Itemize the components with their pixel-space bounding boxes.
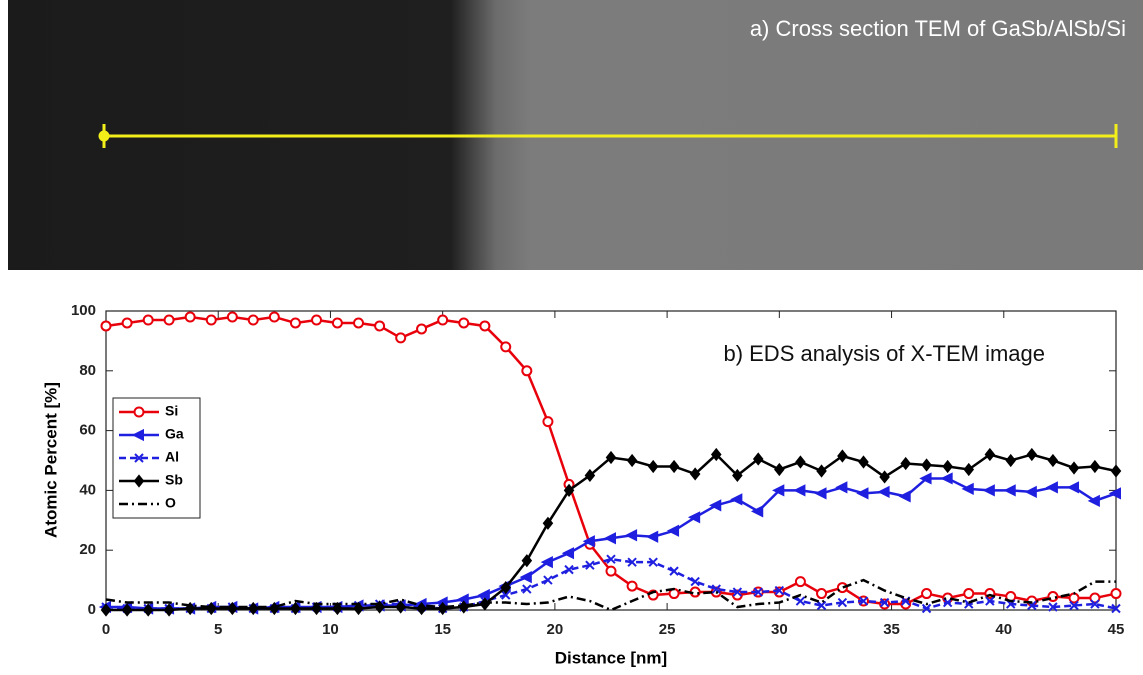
marker <box>880 600 889 609</box>
marker <box>775 588 784 597</box>
marker <box>144 315 153 324</box>
marker <box>186 312 195 321</box>
x-axis-label: Distance [nm] <box>555 648 667 667</box>
y-tick-label: 40 <box>79 481 96 498</box>
x-tick-label: 0 <box>102 621 110 638</box>
page: {"image": {"caption": "a) Cross section … <box>0 0 1143 675</box>
x-tick-label: 20 <box>547 621 564 638</box>
legend-label: Sb <box>165 472 183 488</box>
marker <box>1112 589 1121 598</box>
legend-label: Al <box>165 449 179 465</box>
legend-label: Ga <box>165 426 184 442</box>
marker <box>165 315 174 324</box>
marker <box>396 333 405 342</box>
y-tick-label: 20 <box>79 541 96 558</box>
legend-label: Si <box>165 403 178 419</box>
marker <box>354 318 363 327</box>
x-tick-label: 35 <box>883 621 900 638</box>
marker <box>291 318 300 327</box>
image-caption: a) Cross section TEM of GaSb/AlSb/Si <box>750 16 1126 41</box>
marker <box>135 408 144 417</box>
x-tick-label: 25 <box>659 621 676 638</box>
x-tick-label: 30 <box>771 621 788 638</box>
marker <box>522 366 531 375</box>
marker <box>543 417 552 426</box>
marker <box>628 582 637 591</box>
marker <box>375 321 384 330</box>
marker <box>249 315 258 324</box>
marker <box>102 321 111 330</box>
marker <box>607 567 616 576</box>
marker <box>207 315 216 324</box>
y-axis-label: Atomic Percent [%] <box>41 382 60 538</box>
annotation: b) EDS analysis of X-TEM image <box>723 341 1045 366</box>
x-tick-label: 5 <box>214 621 222 638</box>
y-tick-label: 60 <box>79 422 96 439</box>
figure: a) Cross section TEM of GaSb/AlSb/Si b) … <box>0 0 1143 670</box>
marker <box>817 589 826 598</box>
y-tick-label: 100 <box>71 302 96 319</box>
marker <box>333 318 342 327</box>
legend-label: O <box>165 495 176 511</box>
x-tick-label: 45 <box>1108 621 1125 638</box>
marker <box>438 315 447 324</box>
x-tick-label: 40 <box>995 621 1012 638</box>
marker <box>480 321 489 330</box>
marker <box>796 577 805 586</box>
marker <box>922 589 931 598</box>
marker <box>417 324 426 333</box>
marker <box>270 312 279 321</box>
x-tick-label: 15 <box>434 621 451 638</box>
y-tick-label: 0 <box>88 601 96 618</box>
marker <box>123 318 132 327</box>
marker <box>312 315 321 324</box>
marker <box>459 318 468 327</box>
marker <box>964 589 973 598</box>
marker <box>228 312 237 321</box>
marker <box>501 342 510 351</box>
x-tick-label: 10 <box>322 621 339 638</box>
y-tick-label: 80 <box>79 362 96 379</box>
